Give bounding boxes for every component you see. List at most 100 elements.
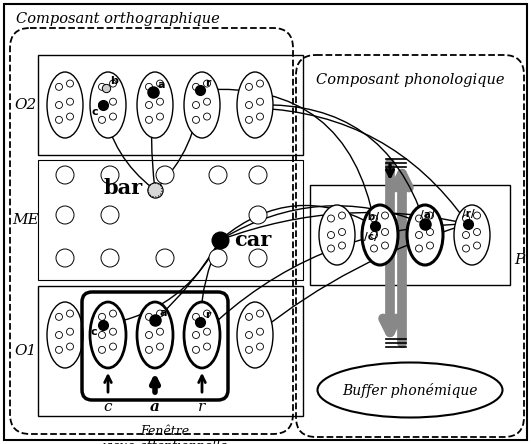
Ellipse shape <box>47 302 83 368</box>
Circle shape <box>328 245 335 252</box>
Circle shape <box>157 343 164 350</box>
Circle shape <box>415 215 423 222</box>
Ellipse shape <box>237 72 273 138</box>
Circle shape <box>66 80 73 87</box>
FancyArrowPatch shape <box>106 242 219 325</box>
Text: Composant orthographique: Composant orthographique <box>16 12 219 26</box>
Circle shape <box>381 212 389 219</box>
Circle shape <box>193 332 200 338</box>
Circle shape <box>371 231 378 238</box>
Circle shape <box>109 310 116 317</box>
FancyArrowPatch shape <box>105 376 112 392</box>
Circle shape <box>193 116 200 123</box>
Text: /c/: /c/ <box>364 232 378 242</box>
Circle shape <box>109 113 116 120</box>
Circle shape <box>338 212 346 219</box>
Circle shape <box>474 229 481 235</box>
Circle shape <box>249 166 267 184</box>
Circle shape <box>203 98 210 105</box>
Circle shape <box>56 166 74 184</box>
Circle shape <box>371 215 378 222</box>
Circle shape <box>145 313 152 321</box>
Circle shape <box>101 206 119 224</box>
Ellipse shape <box>137 72 173 138</box>
Text: b: b <box>110 76 118 86</box>
Circle shape <box>66 343 73 350</box>
Bar <box>38 286 303 416</box>
FancyArrowPatch shape <box>203 89 374 223</box>
Circle shape <box>256 98 263 105</box>
Bar <box>38 160 303 280</box>
Circle shape <box>381 242 389 249</box>
Ellipse shape <box>90 72 126 138</box>
Circle shape <box>249 249 267 267</box>
Circle shape <box>66 113 73 120</box>
Circle shape <box>371 245 378 252</box>
Circle shape <box>56 206 74 224</box>
FancyArrowPatch shape <box>157 242 219 318</box>
Text: a: a <box>158 80 166 90</box>
Circle shape <box>101 166 119 184</box>
Circle shape <box>98 116 106 123</box>
Text: /a/: /a/ <box>420 210 435 220</box>
Circle shape <box>426 242 433 249</box>
Ellipse shape <box>184 302 220 368</box>
Text: ME: ME <box>13 213 39 227</box>
Circle shape <box>256 343 263 350</box>
FancyArrowPatch shape <box>157 93 200 188</box>
Circle shape <box>474 212 481 219</box>
Circle shape <box>209 166 227 184</box>
Ellipse shape <box>362 205 398 265</box>
FancyArrowPatch shape <box>258 108 466 222</box>
Text: car: car <box>234 230 271 250</box>
Circle shape <box>328 215 335 222</box>
Circle shape <box>157 80 164 87</box>
Circle shape <box>157 310 164 317</box>
Circle shape <box>203 113 210 120</box>
FancyArrowPatch shape <box>222 206 423 238</box>
Circle shape <box>381 229 389 235</box>
Circle shape <box>157 98 164 105</box>
Circle shape <box>249 206 267 224</box>
Circle shape <box>245 313 253 321</box>
Text: r: r <box>199 400 205 414</box>
Ellipse shape <box>237 302 273 368</box>
Ellipse shape <box>184 72 220 138</box>
Circle shape <box>98 313 106 321</box>
Circle shape <box>245 332 253 338</box>
FancyArrowPatch shape <box>152 379 158 392</box>
Circle shape <box>157 328 164 335</box>
Circle shape <box>256 328 263 335</box>
Ellipse shape <box>454 205 490 265</box>
Circle shape <box>109 343 116 350</box>
Circle shape <box>56 249 74 267</box>
Circle shape <box>56 83 63 90</box>
Circle shape <box>109 328 116 335</box>
Circle shape <box>203 343 210 350</box>
Circle shape <box>338 242 346 249</box>
Circle shape <box>145 346 152 353</box>
Circle shape <box>256 80 263 87</box>
Circle shape <box>109 98 116 105</box>
Circle shape <box>157 113 164 120</box>
FancyArrowPatch shape <box>104 108 153 188</box>
Ellipse shape <box>90 302 126 368</box>
FancyArrowPatch shape <box>222 213 465 239</box>
Circle shape <box>338 229 346 235</box>
Circle shape <box>56 332 63 338</box>
Bar <box>38 55 303 155</box>
Circle shape <box>109 80 116 87</box>
Circle shape <box>245 102 253 108</box>
FancyArrowPatch shape <box>383 163 397 333</box>
Ellipse shape <box>47 72 83 138</box>
Circle shape <box>245 116 253 123</box>
Text: P: P <box>514 253 524 267</box>
Circle shape <box>426 229 433 235</box>
Circle shape <box>415 245 423 252</box>
Circle shape <box>415 231 423 238</box>
Text: c: c <box>91 107 98 117</box>
Circle shape <box>145 83 152 90</box>
Circle shape <box>56 346 63 353</box>
FancyArrowPatch shape <box>199 376 205 392</box>
Circle shape <box>66 98 73 105</box>
